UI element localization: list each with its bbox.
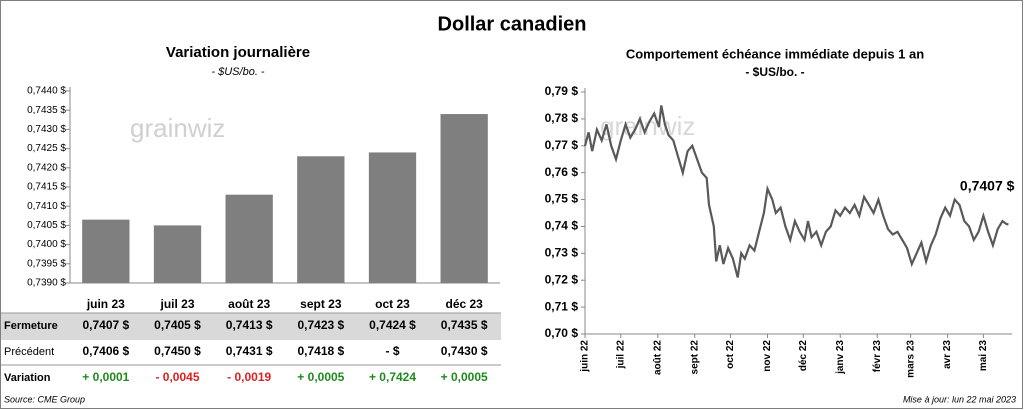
table-cell: 0,7424 $ — [369, 318, 416, 332]
table-cell: 0,7430 $ — [441, 344, 488, 358]
x-tick-label: janv 23 — [835, 340, 846, 375]
bar — [82, 219, 130, 283]
chart-title: Variation journalière — [166, 44, 310, 61]
y-tick-label: 0,70 $ — [545, 326, 579, 340]
x-tick-label: août 23 — [228, 297, 270, 311]
table-cell: - 0,0019 — [227, 370, 271, 384]
y-tick-label: 0,75 $ — [545, 192, 579, 206]
annotation: 0,7407 $ — [960, 177, 1015, 193]
x-tick-label: févr 23 — [872, 340, 883, 373]
table-cell: 0,7406 $ — [82, 344, 129, 358]
y-tick-label: 0,7390 $ — [27, 278, 66, 289]
x-tick-label: nov 22 — [762, 340, 773, 372]
y-tick-label: 0,79 $ — [545, 84, 579, 98]
x-tick-label: oct 23 — [375, 297, 410, 311]
table-cell: 0,7435 $ — [441, 318, 488, 332]
table-cell: 0,7418 $ — [297, 344, 344, 358]
table-cell: + 0,7424 — [369, 370, 416, 384]
y-tick-label: 0,7440 $ — [27, 86, 66, 97]
table-cell: - $ — [385, 344, 399, 358]
y-tick-label: 0,74 $ — [545, 219, 579, 233]
x-tick-label: juin 22 — [580, 340, 591, 373]
row-highlight — [1, 313, 501, 340]
x-tick-label: août 22 — [652, 340, 663, 375]
table-cell: + 0,0001 — [82, 370, 129, 384]
chart-subtitle: - $US/bo. - — [745, 65, 804, 79]
y-tick-label: 0,71 $ — [545, 299, 579, 313]
bar — [153, 225, 202, 283]
chart-title: Comportement échéance immédiate depuis 1… — [626, 46, 924, 61]
bar — [297, 156, 345, 283]
y-tick-label: 0,7405 $ — [27, 220, 66, 231]
bar — [440, 114, 488, 283]
x-tick-label: déc 23 — [445, 297, 483, 311]
y-tick-label: 0,76 $ — [545, 165, 579, 179]
y-tick-label: 0,72 $ — [545, 272, 579, 286]
y-tick-label: 0,7410 $ — [27, 201, 66, 212]
table-cell: 0,7423 $ — [297, 318, 344, 332]
x-tick-label: juin 23 — [86, 297, 125, 311]
y-tick-label: 0,77 $ — [545, 138, 579, 152]
table-cell: 0,7450 $ — [154, 344, 201, 358]
x-tick-label: sept 23 — [300, 297, 342, 311]
bar — [225, 194, 273, 283]
watermark: grainwiz — [130, 113, 225, 143]
y-tick-label: 0,73 $ — [545, 246, 579, 260]
x-tick-label: mai 23 — [978, 340, 989, 372]
row-label: Fermeture — [4, 320, 58, 332]
updated: Mise à jour: lun 22 mai 2023 — [903, 394, 1016, 404]
x-tick-label: déc 22 — [798, 340, 809, 372]
price-line — [583, 105, 1009, 278]
table-cell: 0,7405 $ — [154, 318, 201, 332]
main-title: Dollar canadien — [438, 13, 587, 35]
y-tick-label: 0,7415 $ — [27, 182, 66, 193]
y-tick-label: 0,7435 $ — [27, 105, 66, 116]
y-tick-label: 0,7425 $ — [27, 143, 66, 154]
row-label: Variation — [4, 372, 51, 384]
source: Source: CME Group — [4, 394, 85, 404]
table-cell: 0,7413 $ — [226, 318, 273, 332]
table-cell: - 0,0045 — [155, 370, 199, 384]
y-tick-label: 0,78 $ — [545, 111, 579, 125]
row-label: Précédent — [4, 346, 54, 358]
table-cell: 0,7407 $ — [82, 318, 129, 332]
x-tick-label: juil 23 — [159, 297, 194, 311]
x-tick-label: sept 22 — [689, 340, 700, 375]
y-tick-label: 0,7420 $ — [27, 162, 66, 173]
bar — [368, 152, 417, 283]
chart-subtitle: - $US/bo. - — [211, 66, 265, 78]
table-cell: + 0,0005 — [297, 370, 344, 384]
table-cell: + 0,0005 — [441, 370, 488, 384]
y-tick-label: 0,7430 $ — [27, 124, 66, 135]
x-tick-label: mars 23 — [905, 340, 916, 378]
x-tick-label: juil 22 — [615, 340, 626, 370]
x-tick-label: avr 23 — [942, 340, 953, 369]
y-tick-label: 0,7395 $ — [27, 258, 66, 269]
table-cell: 0,7431 $ — [226, 344, 273, 358]
x-tick-label: oct 22 — [725, 340, 736, 369]
y-tick-label: 0,7400 $ — [27, 239, 66, 250]
